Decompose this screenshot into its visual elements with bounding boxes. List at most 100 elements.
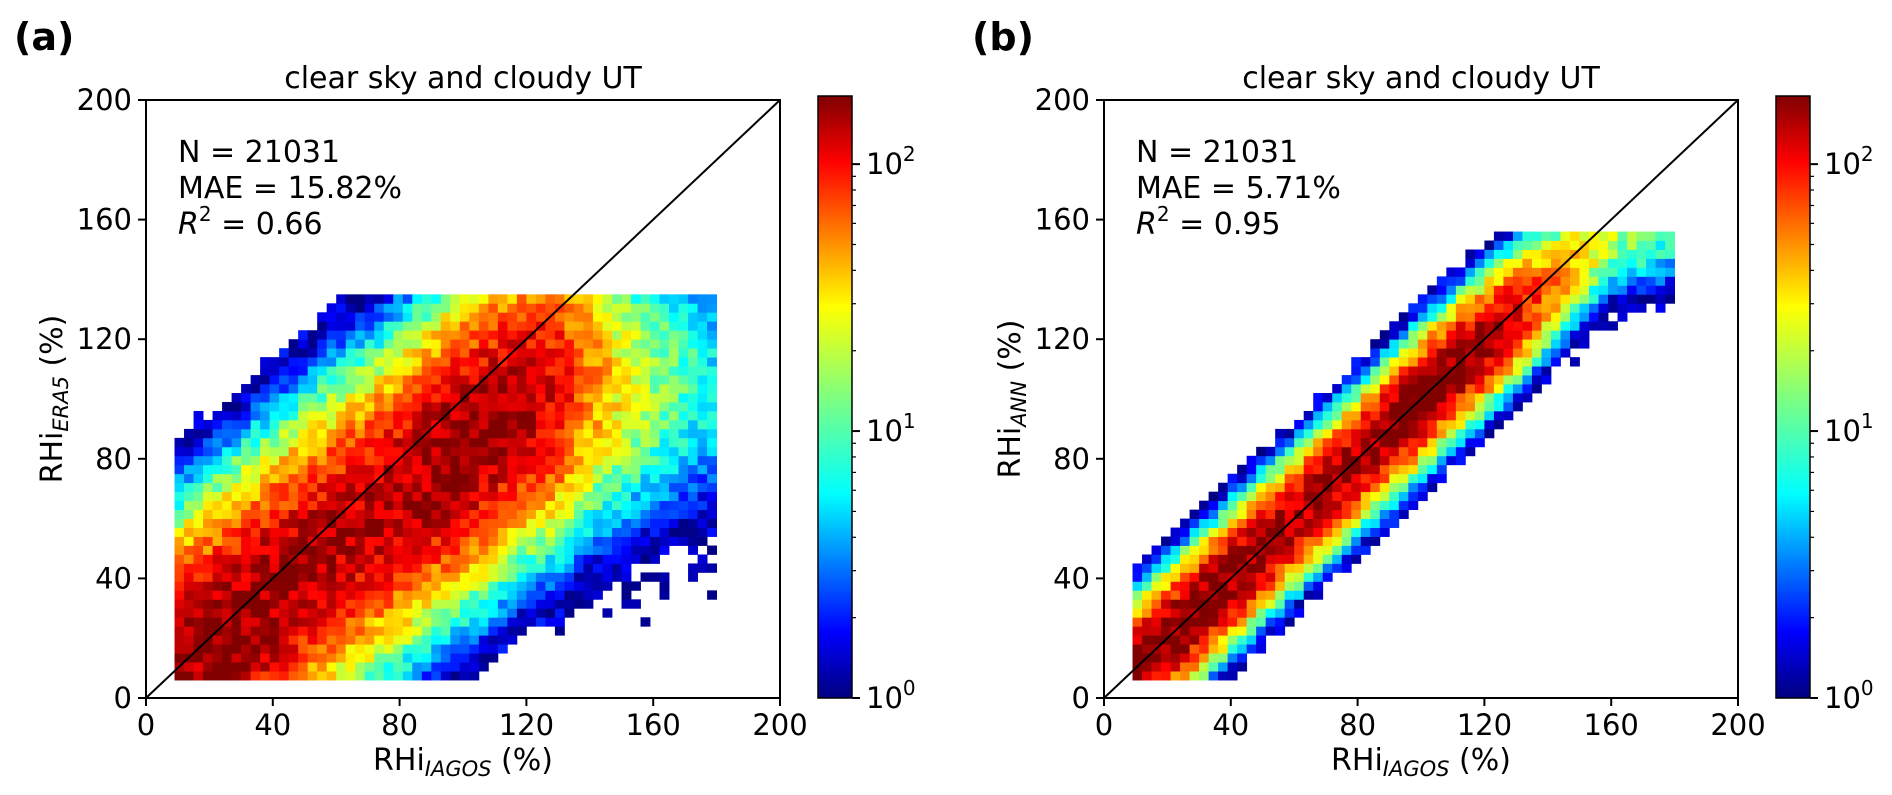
heatmap-cell: [317, 518, 328, 528]
heatmap-cell: [526, 572, 537, 582]
heatmap-cell: [478, 509, 489, 519]
heatmap-cell: [621, 410, 632, 421]
heatmap-cell: [231, 572, 242, 582]
heatmap-cell: [1560, 348, 1571, 358]
heatmap-cell: [184, 662, 194, 672]
heatmap-cell: [545, 581, 556, 591]
heatmap-cell: [355, 554, 366, 564]
heatmap-cell: [193, 599, 204, 609]
heatmap-cell: [326, 671, 337, 681]
heatmap-cell: [459, 644, 470, 654]
heatmap-cell: [1351, 384, 1362, 394]
heatmap-cell: [1455, 339, 1466, 349]
heatmap-cell: [1294, 428, 1305, 439]
heatmap-cell: [488, 482, 499, 493]
heatmap-cell: [279, 554, 290, 564]
x-tick-label: 160: [626, 708, 681, 742]
heatmap-cell: [269, 410, 280, 421]
heatmap-cell: [193, 617, 204, 627]
heatmap-cell: [1275, 500, 1286, 511]
heatmap-cell: [307, 500, 318, 511]
heatmap-cell: [1455, 401, 1466, 412]
heatmap-cell: [469, 653, 480, 663]
heatmap-cell: [469, 671, 480, 681]
heatmap-cell: [1332, 482, 1343, 493]
heatmap-cell: [250, 491, 261, 502]
heatmap-cell: [497, 572, 508, 582]
heatmap-cell: [412, 375, 423, 385]
heatmap-cell: [307, 644, 318, 654]
heatmap-cell: [516, 401, 527, 412]
heatmap-cell: [193, 608, 204, 618]
heatmap-cell: [1284, 455, 1295, 466]
heatmap-cell: [450, 608, 461, 618]
heatmap-cell: [184, 545, 194, 555]
heatmap-cell: [212, 590, 223, 600]
heatmap-cell: [573, 366, 584, 376]
heatmap-cell: [459, 410, 470, 421]
heatmap-cell: [583, 518, 594, 528]
heatmap-cell: [631, 581, 641, 591]
heatmap-cell: [1531, 384, 1542, 394]
heatmap-cell: [497, 339, 508, 349]
heatmap-cell: [355, 599, 366, 609]
heatmap-cell: [193, 662, 204, 672]
heatmap-cell: [1436, 401, 1447, 412]
heatmap-cell: [421, 446, 432, 457]
heatmap-cell: [355, 644, 366, 654]
heatmap-cell: [1237, 500, 1248, 511]
heatmap-cell: [222, 599, 232, 609]
heatmap-cell: [1503, 321, 1514, 331]
heatmap-cell: [317, 366, 328, 376]
heatmap-cell: [288, 366, 299, 376]
heatmap-cell: [573, 581, 584, 591]
heatmap-cell: [383, 671, 394, 681]
heatmap-cell: [611, 491, 622, 502]
heatmap-cell: [260, 384, 271, 394]
heatmap-cell: [431, 410, 442, 421]
heatmap-cell: [1189, 653, 1200, 663]
heatmap-cell: [1189, 536, 1200, 546]
heatmap-cell: [279, 375, 290, 385]
heatmap-cell: [1303, 437, 1314, 448]
heatmap-cell: [1484, 276, 1495, 286]
heatmap-cell: [545, 545, 556, 555]
heatmap-cell: [602, 339, 613, 349]
heatmap-cell: [1389, 446, 1400, 457]
heatmap-cell: [592, 518, 603, 528]
heatmap-cell: [650, 348, 660, 358]
heatmap-cell: [279, 644, 290, 654]
heatmap-cell: [659, 455, 670, 466]
heatmap-cell: [650, 419, 660, 430]
heatmap-cell: [459, 653, 470, 663]
heatmap-cell: [393, 644, 404, 654]
heatmap-cell: [307, 446, 318, 457]
heatmap-cell: [1246, 455, 1257, 466]
heatmap-cell: [326, 393, 337, 403]
heatmap-cell: [450, 653, 461, 663]
heatmap-cell: [1569, 276, 1580, 286]
heatmap-cell: [364, 554, 375, 564]
heatmap-cell: [260, 644, 271, 654]
heatmap-cell: [317, 500, 328, 511]
heatmap-cell: [1427, 303, 1438, 313]
heatmap-cell: [193, 500, 204, 511]
heatmap-cell: [279, 617, 290, 627]
heatmap-cell: [307, 419, 318, 430]
heatmap-cell: [640, 321, 651, 331]
heatmap-cell: [450, 303, 461, 313]
heatmap-cell: [592, 357, 603, 367]
heatmap-cell: [583, 563, 594, 573]
heatmap-cell: [1341, 401, 1352, 412]
heatmap-cell: [374, 653, 385, 663]
heatmap-cell: [1341, 554, 1352, 564]
heatmap-cell: [450, 482, 461, 493]
heatmap-cell: [1246, 563, 1257, 573]
heatmap-cell: [336, 563, 347, 573]
heatmap-cell: [478, 590, 489, 600]
heatmap-cell: [1132, 644, 1143, 654]
heatmap-cell: [592, 536, 603, 546]
heatmap-cell: [602, 303, 613, 313]
heatmap-cell: [431, 384, 442, 394]
